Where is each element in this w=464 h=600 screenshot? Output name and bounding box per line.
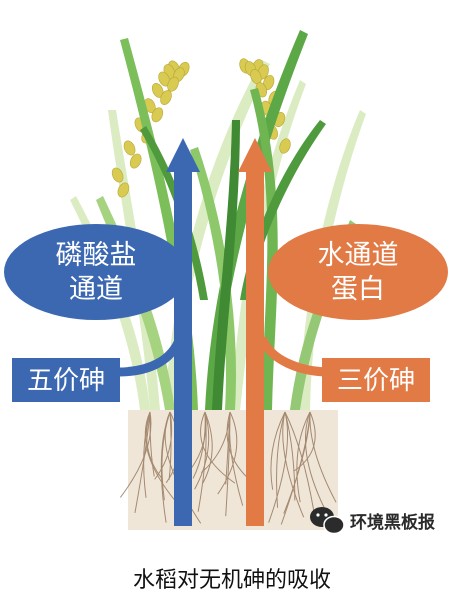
root-line [296, 411, 311, 503]
figure-caption: 水稻对无机砷的吸收 [132, 568, 331, 593]
watermark-text: 环境黑板报 [350, 512, 435, 533]
wechat-watermark: 环境黑板报 [310, 507, 435, 535]
aquaporin-line2: 蛋白 [331, 274, 385, 305]
root-line [202, 411, 213, 484]
rice-grain [160, 90, 172, 105]
root-line [268, 411, 289, 523]
trivalent-arsenic-curve [257, 336, 331, 377]
pentavalent-arsenic-text: 五价砷 [27, 366, 105, 396]
rice-grain [279, 138, 291, 154]
root-line [144, 411, 177, 503]
root-line [283, 411, 311, 514]
root-line [146, 411, 163, 479]
root-line [217, 411, 238, 495]
root-line [293, 411, 316, 472]
root-line [226, 411, 248, 478]
phosphate-channel-line1: 磷酸盐 [56, 240, 137, 271]
pentavalent-arsenic-label: 五价砷 [12, 358, 120, 402]
root-line [168, 411, 172, 480]
aquaporin-uptake-arrow [238, 138, 272, 526]
rice-grain [111, 167, 124, 183]
root-line [225, 411, 231, 485]
rice-grain [151, 107, 164, 123]
rice-grain [117, 182, 130, 198]
root-line [149, 411, 155, 477]
phosphate-channel-bubble: 磷酸盐 通道 [4, 224, 188, 320]
pentavalent-arsenic-curve [117, 336, 185, 377]
rice-grain [129, 153, 142, 169]
aquaporin-line1: 水通道 [318, 240, 399, 271]
soil-roots [119, 410, 338, 530]
aquaporin-bubble: 水通道 蛋白 [268, 224, 448, 320]
phosphate-channel-line2: 通道 [69, 274, 123, 305]
trivalent-arsenic-text: 三价砷 [337, 366, 415, 396]
rice-grain [123, 140, 136, 156]
root-line [119, 411, 152, 498]
root-line [161, 411, 171, 501]
root-line [154, 411, 173, 480]
wechat-icon [310, 507, 345, 535]
root-line [282, 411, 305, 518]
trivalent-arsenic-label: 三价砷 [322, 358, 430, 402]
root-line [270, 411, 286, 490]
root-line [194, 411, 210, 490]
root-line [305, 411, 325, 509]
rice-grain-panicle [111, 58, 291, 198]
